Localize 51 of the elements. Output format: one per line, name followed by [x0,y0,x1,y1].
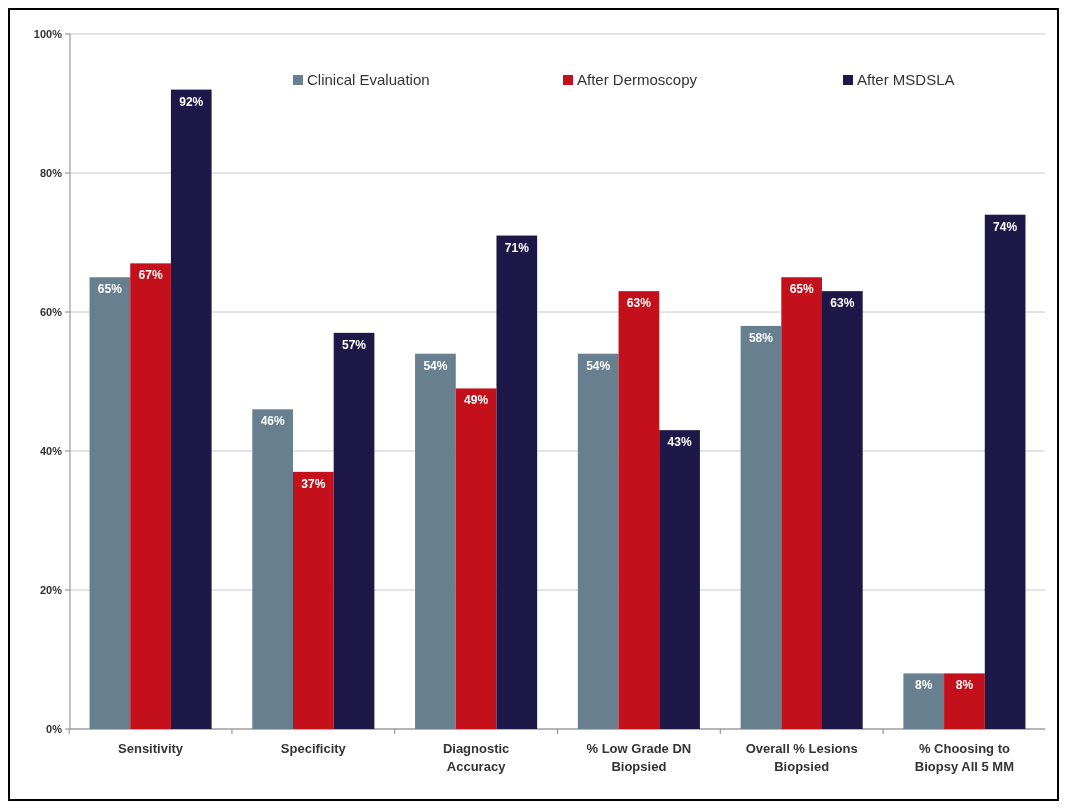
bar [293,471,334,729]
bar [618,291,660,729]
data-label: 37% [301,476,326,491]
y-tick-label: 0% [46,722,63,735]
data-label: 58% [748,330,774,345]
x-tick-label: Diagnostic Accuracy [442,741,510,774]
data-label: 71% [504,240,530,255]
legend-label: Clinical Evaluation [307,71,430,89]
y-tick-label: 60% [39,305,63,318]
data-label: 63% [830,296,855,311]
x-tick-label: % Low Grade DN Biopsied [586,741,692,774]
data-label: 8% [955,678,974,693]
data-label: 63% [626,296,652,311]
bar [415,353,456,729]
bar [659,430,700,729]
x-tick-label: Overall % Lesions Biopsied [745,741,858,774]
bar [944,673,985,729]
legend-label: After Dermoscopy [577,71,698,89]
bar [740,325,782,729]
bar [333,332,375,729]
data-label: 54% [423,358,448,373]
data-label: 46% [260,414,285,429]
bar [496,235,538,729]
data-label: 65% [789,282,814,297]
data-label: 74% [993,219,1018,234]
bar [984,214,1026,729]
bar [822,291,863,729]
y-tick-label: 80% [39,166,63,179]
bar [130,263,171,729]
data-label: 67% [138,268,163,283]
y-tick-label: 20% [39,583,63,596]
y-tick-label: 40% [39,444,63,457]
y-tick-label: 100% [33,27,63,40]
bar [252,409,293,729]
data-label: 8% [915,678,933,693]
bar [577,353,619,729]
x-tick-label: Specificity [280,741,347,756]
bar [903,673,945,729]
data-label: 49% [464,393,489,408]
data-label: 65% [97,282,123,297]
data-label: 57% [342,337,367,352]
x-tick-label: Sensitivity [118,741,184,756]
legend-label: After MSDSLA [857,71,955,89]
data-label: 43% [667,435,692,450]
data-label: 92% [179,94,204,109]
bar [455,388,497,729]
bar [781,277,822,729]
bar [170,89,212,729]
bar [89,277,131,729]
x-tick-label: % Choosing to Biopsy All 5 MM [914,741,1015,774]
data-label: 54% [586,358,611,373]
